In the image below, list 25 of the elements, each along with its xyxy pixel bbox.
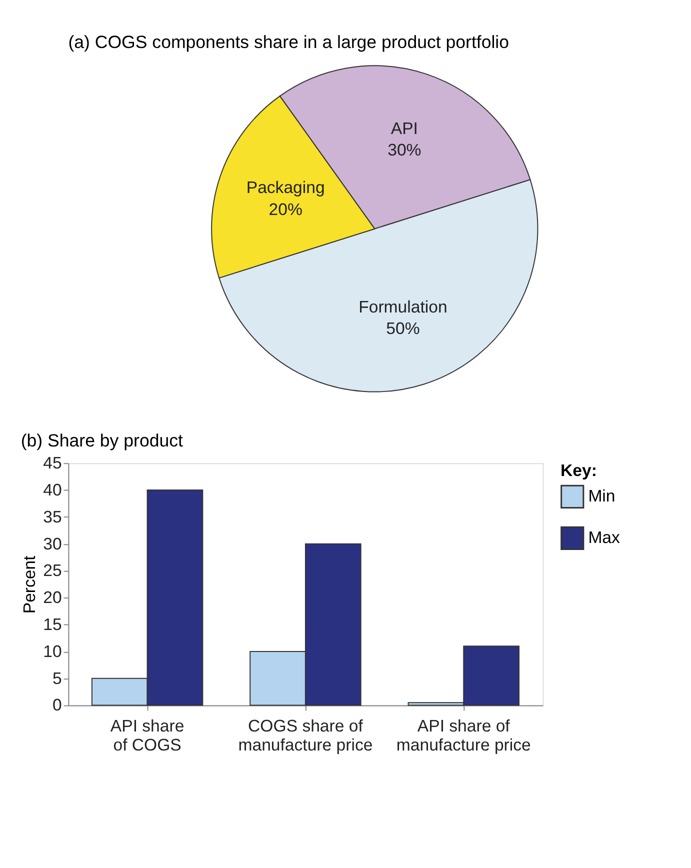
x-tick-label: COGS share of manufacture price [238, 716, 373, 754]
legend-label: Max [588, 528, 621, 548]
slice-label: Packaging [246, 178, 325, 198]
chart-title: (a) COGS components share in a large product portfolio [68, 32, 510, 52]
slice-label: API [390, 118, 418, 138]
x-tick-label: API share of COGS [110, 716, 184, 754]
legend-label: Min [588, 486, 616, 506]
data-label: 20% [268, 200, 302, 219]
y-tick-label: 5 [52, 668, 62, 688]
y-tick-label: 20 [43, 588, 62, 608]
y-tick-label: 45 [43, 454, 62, 473]
data-label: 50% [386, 319, 420, 338]
y-tick-label: 35 [43, 507, 62, 526]
y-tick-label: 0 [52, 696, 62, 715]
y-tick-label: 15 [43, 614, 62, 634]
y-tick-label: 30 [43, 534, 62, 554]
slice-label: Formulation [358, 297, 448, 316]
y-axis-title: Percent [20, 555, 40, 614]
legend-title: Key: [560, 460, 597, 480]
y-tick-label: 40 [43, 480, 62, 500]
data-label: 30% [388, 140, 422, 160]
x-tick-label: API share of manufacture price [396, 716, 531, 754]
y-tick-label: 10 [43, 642, 62, 661]
y-tick-label: 25 [43, 561, 62, 580]
chart-title: (b) Share by product [20, 430, 183, 450]
